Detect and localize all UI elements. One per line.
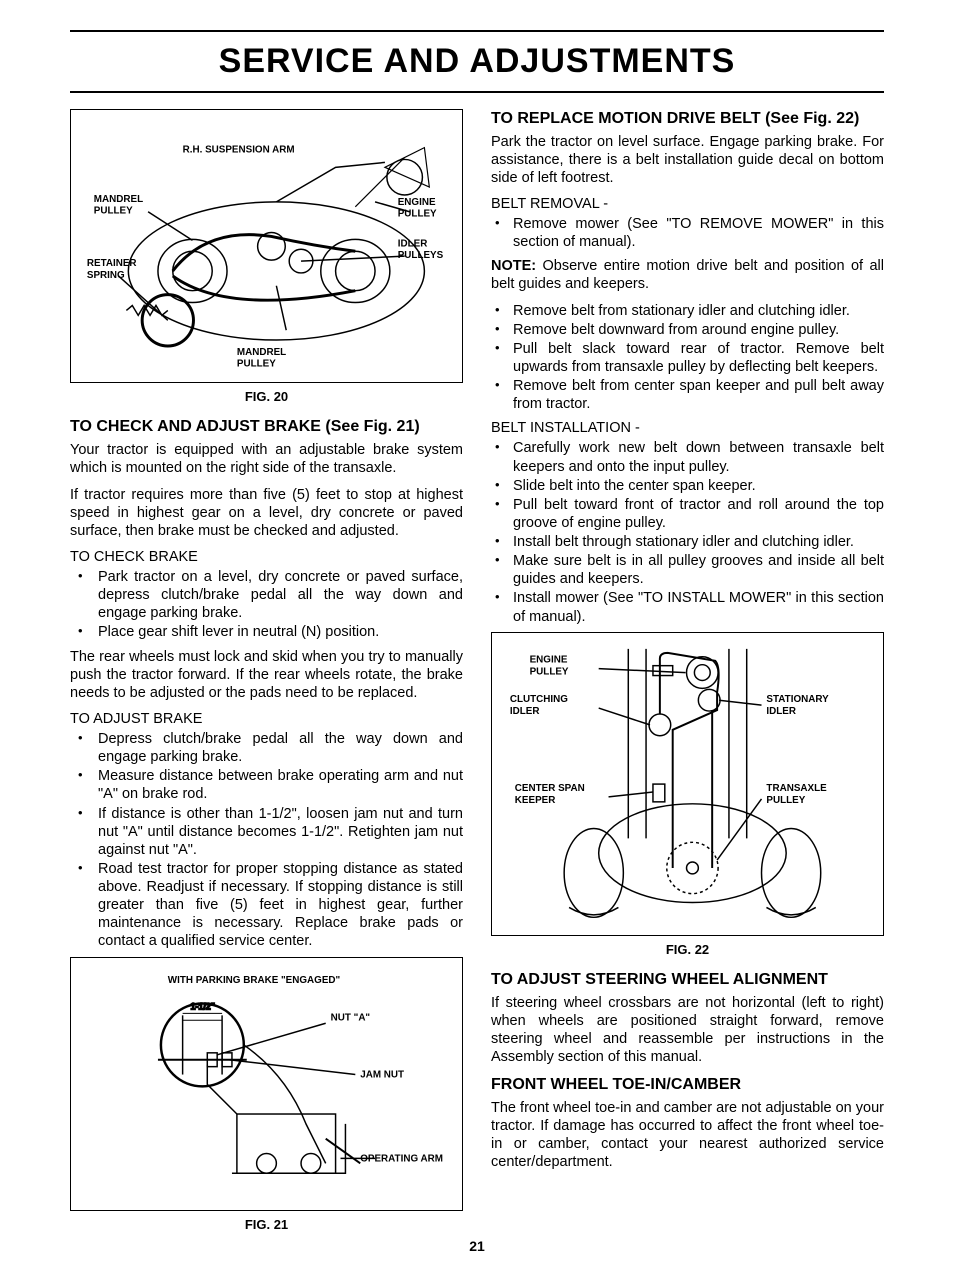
figure-21-svg: WITH PARKING BRAKE "ENGAGED" 1-1/2" (79, 966, 454, 1203)
svg-text:ENGINE: ENGINE (530, 654, 568, 665)
svg-text:MANDREL: MANDREL (237, 346, 286, 357)
list-item: Carefully work new belt down between tra… (491, 439, 884, 475)
svg-text:IDLER: IDLER (510, 706, 540, 717)
svg-text:IDLER: IDLER (766, 706, 796, 717)
svg-text:NUT "A": NUT "A" (331, 1012, 371, 1023)
list-item: Measure distance between brake operating… (70, 767, 463, 803)
page-number: 21 (70, 1238, 884, 1256)
title-rule (70, 91, 884, 93)
svg-text:PULLEY: PULLEY (530, 666, 569, 677)
list-item: If distance is other than 1-1/2", loosen… (70, 805, 463, 859)
list-item: Remove belt from center span keeper and … (491, 377, 884, 413)
left-column: R.H. SUSPENSION ARM MANDREL PULLEY ENGIN… (70, 109, 463, 1234)
svg-text:1-1/2": 1-1/2" (191, 1001, 215, 1011)
page-title: SERVICE AND ADJUSTMENTS (70, 40, 884, 83)
svg-text:PULLEY: PULLEY (398, 208, 437, 219)
steering-p1: If steering wheel crossbars are not hori… (491, 994, 884, 1067)
list-item: Pull belt toward front of tractor and ro… (491, 496, 884, 532)
svg-text:PULLEY: PULLEY (766, 794, 805, 805)
svg-text:WITH PARKING BRAKE "ENGAGED": WITH PARKING BRAKE "ENGAGED" (168, 974, 341, 985)
figure-20-svg: R.H. SUSPENSION ARM MANDREL PULLEY ENGIN… (79, 118, 454, 375)
list-item: Remove belt downward from around engine … (491, 321, 884, 339)
check-brake-heading: TO CHECK BRAKE (70, 548, 463, 566)
svg-text:OPERATING ARM: OPERATING ARM (360, 1153, 443, 1164)
figure-22-box: ENGINE PULLEY CLUTCHING IDLER STATIONARY… (491, 632, 884, 936)
svg-text:KEEPER: KEEPER (515, 794, 556, 805)
list-item: Remove mower (See "TO REMOVE MOWER" in t… (491, 215, 884, 251)
list-item: Place gear shift lever in neutral (N) po… (70, 623, 463, 641)
list-item: Install mower (See "TO INSTALL MOWER" in… (491, 589, 884, 625)
check-after-text: The rear wheels must lock and skid when … (70, 648, 463, 702)
svg-text:MANDREL: MANDREL (94, 193, 143, 204)
top-rule (70, 30, 884, 32)
check-brake-list: Park tractor on a level, dry concrete or… (70, 568, 463, 642)
svg-text:PULLEYS: PULLEYS (398, 250, 444, 261)
figure-20-box: R.H. SUSPENSION ARM MANDREL PULLEY ENGIN… (70, 109, 463, 384)
list-item: Park tractor on a level, dry concrete or… (70, 568, 463, 622)
motion-note: NOTE: Observe entire motion drive belt a… (491, 257, 884, 293)
svg-text:ENGINE: ENGINE (398, 196, 436, 207)
adjust-brake-list: Depress clutch/brake pedal all the way d… (70, 730, 463, 951)
svg-text:PULLEY: PULLEY (237, 358, 276, 369)
svg-text:STATIONARY: STATIONARY (766, 694, 829, 705)
install-list: Carefully work new belt down between tra… (491, 439, 884, 625)
steering-heading: TO ADJUST STEERING WHEEL ALIGNMENT (491, 970, 884, 990)
svg-text:SPRING: SPRING (87, 269, 125, 280)
list-item: Install belt through stationary idler an… (491, 533, 884, 551)
brake-p2: If tractor requires more than five (5) f… (70, 486, 463, 540)
figure-22-svg: ENGINE PULLEY CLUTCHING IDLER STATIONARY… (500, 641, 875, 927)
svg-text:TRANSAXLE: TRANSAXLE (766, 783, 827, 794)
brake-heading: TO CHECK AND ADJUST BRAKE (See Fig. 21) (70, 417, 463, 437)
fig21-caption: FIG. 21 (70, 1217, 463, 1233)
fig20-caption: FIG. 20 (70, 389, 463, 405)
fig22-caption: FIG. 22 (491, 942, 884, 958)
install-heading: BELT INSTALLATION - (491, 419, 884, 437)
toe-heading: FRONT WHEEL TOE-IN/CAMBER (491, 1075, 884, 1095)
adjust-brake-heading: TO ADJUST BRAKE (70, 710, 463, 728)
svg-text:CENTER SPAN: CENTER SPAN (515, 783, 585, 794)
svg-text:JAM NUT: JAM NUT (360, 1069, 404, 1080)
toe-p1: The front wheel toe-in and camber are no… (491, 1099, 884, 1172)
list-item: Slide belt into the center span keeper. (491, 477, 884, 495)
svg-text:IDLER: IDLER (398, 238, 428, 249)
motion-heading: TO REPLACE MOTION DRIVE BELT (See Fig. 2… (491, 109, 884, 129)
removal-list-a: Remove mower (See "TO REMOVE MOWER" in t… (491, 215, 884, 251)
svg-text:RETAINER: RETAINER (87, 258, 137, 269)
right-column: TO REPLACE MOTION DRIVE BELT (See Fig. 2… (491, 109, 884, 1234)
list-item: Remove belt from stationary idler and cl… (491, 302, 884, 320)
list-item: Road test tractor for proper stopping di… (70, 860, 463, 951)
removal-list-b: Remove belt from stationary idler and cl… (491, 302, 884, 414)
svg-text:PULLEY: PULLEY (94, 205, 133, 216)
removal-heading: BELT REMOVAL - (491, 195, 884, 213)
svg-text:CLUTCHING: CLUTCHING (510, 694, 568, 705)
motion-p1: Park the tractor on level surface. Engag… (491, 133, 884, 187)
list-item: Depress clutch/brake pedal all the way d… (70, 730, 463, 766)
list-item: Pull belt slack toward rear of tractor. … (491, 340, 884, 376)
brake-p1: Your tractor is equipped with an adjusta… (70, 441, 463, 477)
svg-text:R.H. SUSPENSION ARM: R.H. SUSPENSION ARM (183, 144, 295, 155)
figure-21-box: WITH PARKING BRAKE "ENGAGED" 1-1/2" (70, 957, 463, 1212)
two-column-layout: R.H. SUSPENSION ARM MANDREL PULLEY ENGIN… (70, 109, 884, 1234)
list-item: Make sure belt is in all pulley grooves … (491, 552, 884, 588)
